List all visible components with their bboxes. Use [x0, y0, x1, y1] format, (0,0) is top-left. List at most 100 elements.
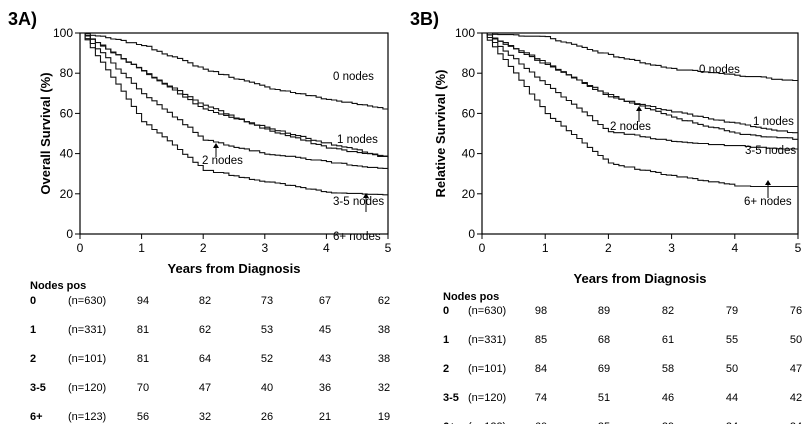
row-group: 2 — [30, 353, 36, 365]
table-cell: 24 — [726, 421, 738, 424]
panel-label: 3A) — [8, 9, 37, 29]
x-tick-label: 5 — [385, 241, 392, 255]
row-group: 0 — [443, 305, 449, 317]
table-cell: 35 — [598, 421, 610, 424]
table-cell: 61 — [662, 334, 674, 346]
y-axis-title: Relative Survival (%) — [433, 70, 448, 198]
row-count: (n=123) — [68, 411, 106, 423]
table-cell: 82 — [662, 305, 674, 317]
table-cell: 38 — [378, 353, 390, 365]
survival-curve-2-nodes — [80, 32, 389, 158]
x-axis-title: Years from Diagnosis — [574, 271, 707, 286]
table-row: 6+ (n=123) 60 35 29 24 24 — [443, 421, 802, 424]
y-tick-label: 0 — [468, 227, 475, 241]
arrow-head — [765, 180, 771, 185]
table-cell: 60 — [535, 421, 547, 424]
survival-curve-0-nodes — [80, 32, 389, 110]
table-cell: 19 — [378, 411, 390, 423]
survival-curve-1-nodes — [482, 32, 799, 135]
survival-curve-6-nodes — [80, 32, 389, 196]
x-tick-label: 2 — [605, 241, 612, 255]
x-tick-label: 3 — [261, 241, 268, 255]
table-row: 0 (n=630) 94 82 73 67 62 — [30, 295, 390, 307]
table-cell: 45 — [319, 324, 331, 336]
x-tick-label: 4 — [323, 241, 330, 255]
table-cell: 24 — [790, 421, 802, 424]
curve-label: 1 nodes — [753, 116, 794, 128]
x-axis-title: Years from Diagnosis — [168, 261, 301, 276]
y-axis-title: Overall Survival (%) — [38, 72, 53, 194]
y-tick-label: 60 — [462, 106, 476, 120]
row-count: (n=630) — [468, 305, 506, 317]
table-cell: 74 — [535, 392, 547, 404]
table-cell: 81 — [137, 353, 149, 365]
x-tick-label: 1 — [542, 241, 549, 255]
row-count: (n=331) — [68, 324, 106, 336]
survival-curve-3-5-nodes — [80, 32, 389, 170]
table-cell: 29 — [662, 421, 674, 424]
table-cell: 47 — [790, 363, 802, 375]
y-tick-label: 40 — [462, 147, 476, 161]
survival-curve-0-nodes — [482, 32, 799, 82]
curve-label: 6+ nodes — [744, 196, 792, 208]
curve-label: 3-5 nodes — [333, 196, 384, 208]
y-tick-label: 60 — [60, 106, 74, 120]
table-cell: 44 — [726, 392, 738, 404]
curve-label: 2 nodes — [202, 155, 243, 167]
y-tick-label: 40 — [60, 147, 74, 161]
curve-label: 2 nodes — [610, 121, 651, 133]
table-cell: 43 — [319, 353, 331, 365]
table-row: 0 (n=630) 98 89 82 79 76 — [443, 305, 802, 317]
table-cell: 84 — [535, 363, 547, 375]
survival-curve-3-5-nodes — [482, 32, 799, 150]
x-tick-label: 0 — [77, 241, 84, 255]
row-group: 0 — [30, 295, 36, 307]
table-header: Nodes pos — [443, 291, 499, 303]
table-cell: 46 — [662, 392, 674, 404]
table-cell: 67 — [319, 295, 331, 307]
table-cell: 21 — [319, 411, 331, 423]
curve-label: 3-5 nodes — [745, 145, 796, 157]
table-cell: 32 — [378, 382, 390, 394]
table-cell: 55 — [726, 334, 738, 346]
y-tick-label: 20 — [462, 187, 476, 201]
y-tick-label: 80 — [462, 66, 476, 80]
table-cell: 32 — [199, 411, 211, 423]
table-cell: 81 — [137, 324, 149, 336]
curve-label: 6+ nodes — [333, 231, 381, 243]
row-count: (n=331) — [468, 334, 506, 346]
row-count: (n=120) — [68, 382, 106, 394]
table-cell: 70 — [137, 382, 149, 394]
arrow-head — [636, 106, 642, 111]
table-row: 3-5 (n=120) 74 51 46 44 42 — [443, 392, 802, 404]
y-tick-label: 100 — [455, 26, 475, 40]
y-tick-label: 100 — [53, 26, 73, 40]
row-count: (n=101) — [468, 363, 506, 375]
table-cell: 40 — [261, 382, 273, 394]
table-cell: 47 — [199, 382, 211, 394]
table-cell: 51 — [598, 392, 610, 404]
row-group: 1 — [30, 324, 36, 336]
table-cell: 98 — [535, 305, 547, 317]
table-cell: 50 — [726, 363, 738, 375]
arrow-head — [213, 143, 219, 148]
table-cell: 89 — [598, 305, 610, 317]
table-cell: 53 — [261, 324, 273, 336]
arrow-head — [363, 193, 369, 198]
row-group: 1 — [443, 334, 449, 346]
x-tick-label: 4 — [731, 241, 738, 255]
table-row: 2 (n=101) 84 69 58 50 47 — [443, 363, 802, 375]
table-row: 1 (n=331) 85 68 61 55 50 — [443, 334, 802, 346]
row-count: (n=630) — [68, 295, 106, 307]
table-row: 6+ (n=123) 56 32 26 21 19 — [30, 411, 390, 423]
table-cell: 62 — [199, 324, 211, 336]
row-group: 6+ — [443, 421, 456, 424]
row-group: 3-5 — [30, 382, 46, 394]
y-tick-label: 80 — [60, 66, 74, 80]
survival-curve-6-nodes — [482, 32, 798, 188]
x-tick-label: 2 — [200, 241, 207, 255]
table-cell: 85 — [535, 334, 547, 346]
table-cell: 94 — [137, 295, 149, 307]
